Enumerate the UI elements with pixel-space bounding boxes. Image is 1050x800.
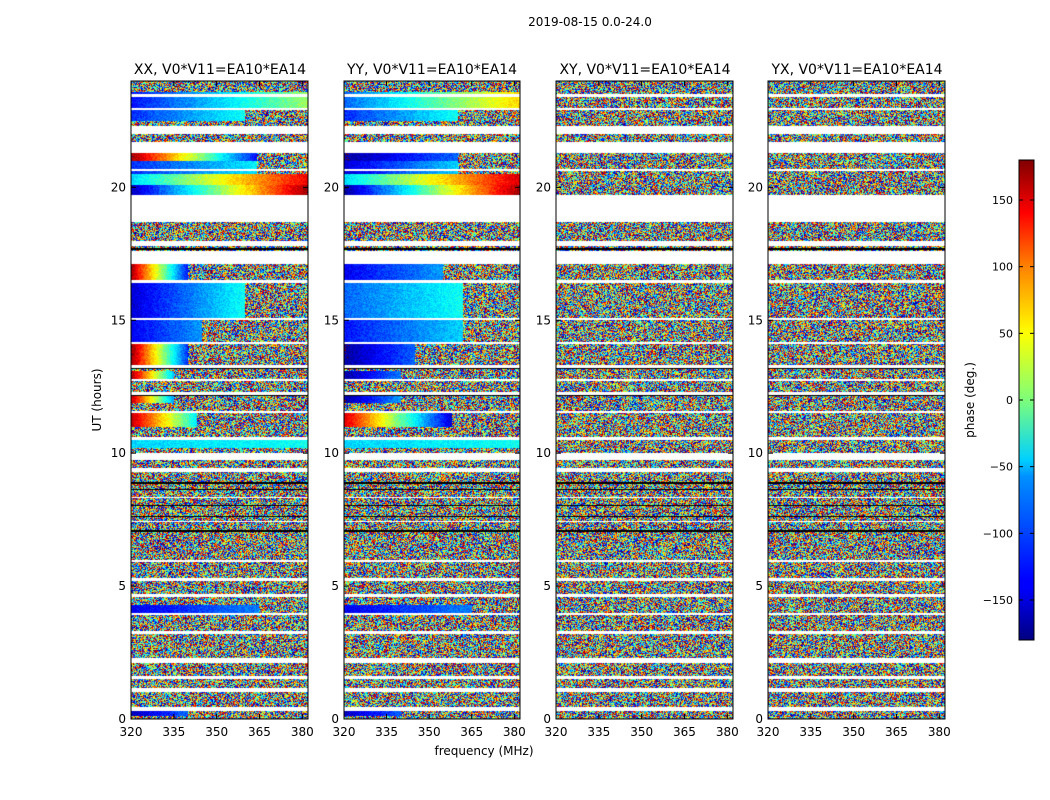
x-axis-label: frequency (MHz) <box>434 744 533 758</box>
y-tick-label: 20 <box>111 180 126 194</box>
colorbar-label: phase (deg.) <box>963 362 977 438</box>
y-tick-label: 15 <box>324 313 339 327</box>
x-ticks: 320 335 350 365 380 <box>545 81 739 739</box>
panel-title: YY, V0*V11=EA10*EA14 <box>346 62 517 78</box>
y-tick-label: 20 <box>748 180 763 194</box>
x-tick-label: 335 <box>375 725 398 739</box>
heatmap <box>131 81 308 719</box>
panel-xx: XX, V0*V11=EA10*EA14 320 335 350 365 380 0 5 1… <box>111 62 314 739</box>
x-ticks: 320 335 350 365 380 <box>120 81 314 739</box>
heatmap <box>344 81 520 719</box>
axes-frame <box>767 80 946 720</box>
y-tick-label: 15 <box>536 313 551 327</box>
y-tick-label: 0 <box>331 712 339 726</box>
y-tick-label: 20 <box>536 180 551 194</box>
y-ticks: 0 5 10 15 20 <box>111 180 308 726</box>
x-tick-label: 335 <box>587 725 610 739</box>
y-tick-label: 0 <box>118 712 126 726</box>
axes-frame <box>130 80 309 720</box>
y-tick-label: 5 <box>543 579 551 593</box>
x-ticks: 320 335 350 365 380 <box>757 81 951 739</box>
y-tick-label: 10 <box>536 446 551 460</box>
heatmap-image <box>131 81 308 719</box>
y-tick-label: 15 <box>111 313 126 327</box>
x-tick-label: 365 <box>885 725 908 739</box>
x-tick-label: 365 <box>673 725 696 739</box>
figure-suptitle: 2019-08-15 0.0-24.0 <box>528 15 652 29</box>
colorbar-tick-label: −150 <box>983 594 1013 607</box>
colorbar-tick-label: −100 <box>983 527 1013 540</box>
x-tick-label: 320 <box>333 725 356 739</box>
y-tick-label: 5 <box>331 579 339 593</box>
x-tick-label: 320 <box>545 725 568 739</box>
y-tick-label: 20 <box>324 180 339 194</box>
colorbar-tick-label: 50 <box>999 327 1013 340</box>
y-ticks: 0 5 10 15 20 <box>748 180 945 726</box>
colorbar-tick-label: −50 <box>990 461 1013 474</box>
y-tick-label: 0 <box>755 712 763 726</box>
panel-yy: YY, V0*V11=EA10*EA14 320 335 350 365 380 0 5 1… <box>324 62 526 739</box>
y-axis-label: UT (hours) <box>90 368 104 431</box>
heatmap-image <box>556 81 733 719</box>
x-tick-label: 350 <box>842 725 865 739</box>
x-tick-label: 365 <box>460 725 483 739</box>
x-tick-label: 380 <box>928 725 951 739</box>
x-tick-label: 365 <box>248 725 271 739</box>
x-tick-label: 380 <box>503 725 526 739</box>
x-tick-label: 350 <box>205 725 228 739</box>
colorbar-tick-label: 100 <box>992 261 1013 274</box>
heatmap <box>768 81 945 719</box>
panel-title: XY, V0*V11=EA10*EA14 <box>559 62 730 78</box>
heatmap-image <box>344 81 520 719</box>
colorbar-ticks: 150 100 50 0 −50 −100 −150 <box>983 194 1034 607</box>
y-tick-label: 10 <box>324 446 339 460</box>
panel-title: YX, V0*V11=EA10*EA14 <box>770 62 942 78</box>
heatmap <box>556 81 733 719</box>
x-ticks: 320 335 350 365 380 <box>333 81 526 739</box>
colorbar: 150 100 50 0 −50 −100 −150 phase (deg.) <box>963 159 1035 641</box>
y-tick-label: 15 <box>748 313 763 327</box>
y-tick-label: 5 <box>118 579 126 593</box>
heatmap-image <box>768 81 945 719</box>
axes-frame <box>343 80 521 720</box>
x-tick-label: 350 <box>418 725 441 739</box>
y-ticks: 0 5 10 15 20 <box>536 180 733 726</box>
y-tick-label: 10 <box>748 446 763 460</box>
y-tick-label: 0 <box>543 712 551 726</box>
x-tick-label: 320 <box>757 725 780 739</box>
axes-frame <box>555 80 734 720</box>
colorbar-tick-label: 0 <box>1006 394 1013 407</box>
y-tick-label: 10 <box>111 446 126 460</box>
colorbar-tick-label: 150 <box>992 194 1013 207</box>
panel-title: XX, V0*V11=EA10*EA14 <box>134 62 306 78</box>
x-tick-label: 380 <box>716 725 739 739</box>
panel-xy: XY, V0*V11=EA10*EA14 320 335 350 365 380 0 5 1… <box>536 62 739 739</box>
y-ticks: 0 5 10 15 20 <box>324 180 520 726</box>
y-tick-label: 5 <box>755 579 763 593</box>
panel-yx: YX, V0*V11=EA10*EA14 320 335 350 365 380 0 5 1… <box>748 62 951 739</box>
x-tick-label: 380 <box>291 725 314 739</box>
x-tick-label: 335 <box>799 725 822 739</box>
x-tick-label: 320 <box>120 725 143 739</box>
x-tick-label: 350 <box>630 725 653 739</box>
x-tick-label: 335 <box>162 725 185 739</box>
